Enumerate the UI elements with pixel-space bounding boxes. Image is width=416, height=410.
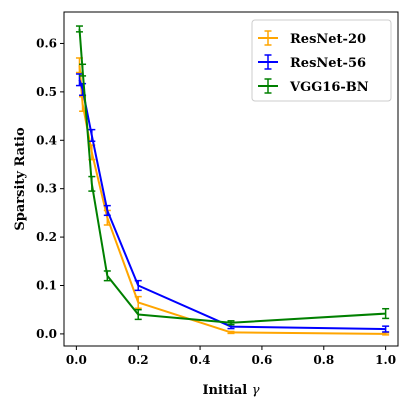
series-vgg16-bn [75, 25, 390, 326]
y-tick-label: 0.3 [36, 182, 57, 196]
x-axis-title-text: Initial [202, 383, 247, 398]
error-bar [134, 279, 142, 292]
error-bar [103, 270, 111, 282]
legend-item: VGG16-BN [258, 78, 369, 95]
error-bar [79, 63, 87, 77]
error-bar [88, 175, 96, 192]
error-bar [382, 325, 390, 333]
error-bar [88, 128, 96, 142]
y-tick-label: 0.0 [36, 327, 57, 341]
x-axis: 0.0 0.2 0.4 0.6 0.8 1.0 [66, 346, 396, 367]
series-resnet-20 [75, 57, 390, 336]
y-axis-title: Sparsity Ratio [13, 127, 28, 231]
error-bar [227, 320, 235, 326]
error-bar [134, 295, 142, 309]
x-axis-title: Initial γ [202, 383, 259, 398]
x-tick-label: 1.0 [375, 353, 396, 367]
y-tick-label: 0.4 [36, 133, 57, 147]
legend-label: VGG16-BN [289, 80, 369, 95]
error-bar [382, 307, 390, 320]
error-bar [382, 332, 390, 336]
error-bar [134, 308, 142, 321]
y-tick-label: 0.2 [36, 230, 57, 244]
x-axis-title-symbol: γ [252, 383, 260, 398]
y-axis: 0.0 0.1 0.2 0.3 0.4 0.5 0.6 [36, 36, 64, 341]
y-tick-label: 0.6 [36, 36, 57, 50]
legend-item: ResNet-20 [258, 30, 366, 47]
y-tick-label: 0.5 [36, 85, 57, 99]
x-tick-label: 0.0 [66, 353, 87, 367]
x-tick-label: 0.6 [251, 353, 272, 367]
legend-label: ResNet-56 [290, 56, 366, 71]
legend-item: ResNet-56 [258, 54, 366, 71]
error-bar [75, 25, 83, 33]
x-tick-label: 0.2 [128, 353, 149, 367]
legend-label: ResNet-20 [290, 32, 366, 47]
error-bar [227, 330, 235, 335]
error-bar [103, 204, 111, 217]
legend-box [251, 19, 392, 102]
x-tick-label: 0.4 [190, 353, 211, 367]
legend: ResNet-20 ResNet-56 VGG16-BN [251, 19, 392, 102]
y-tick-label: 0.1 [36, 278, 57, 292]
series-layer [75, 25, 390, 336]
x-tick-label: 0.8 [313, 353, 334, 367]
